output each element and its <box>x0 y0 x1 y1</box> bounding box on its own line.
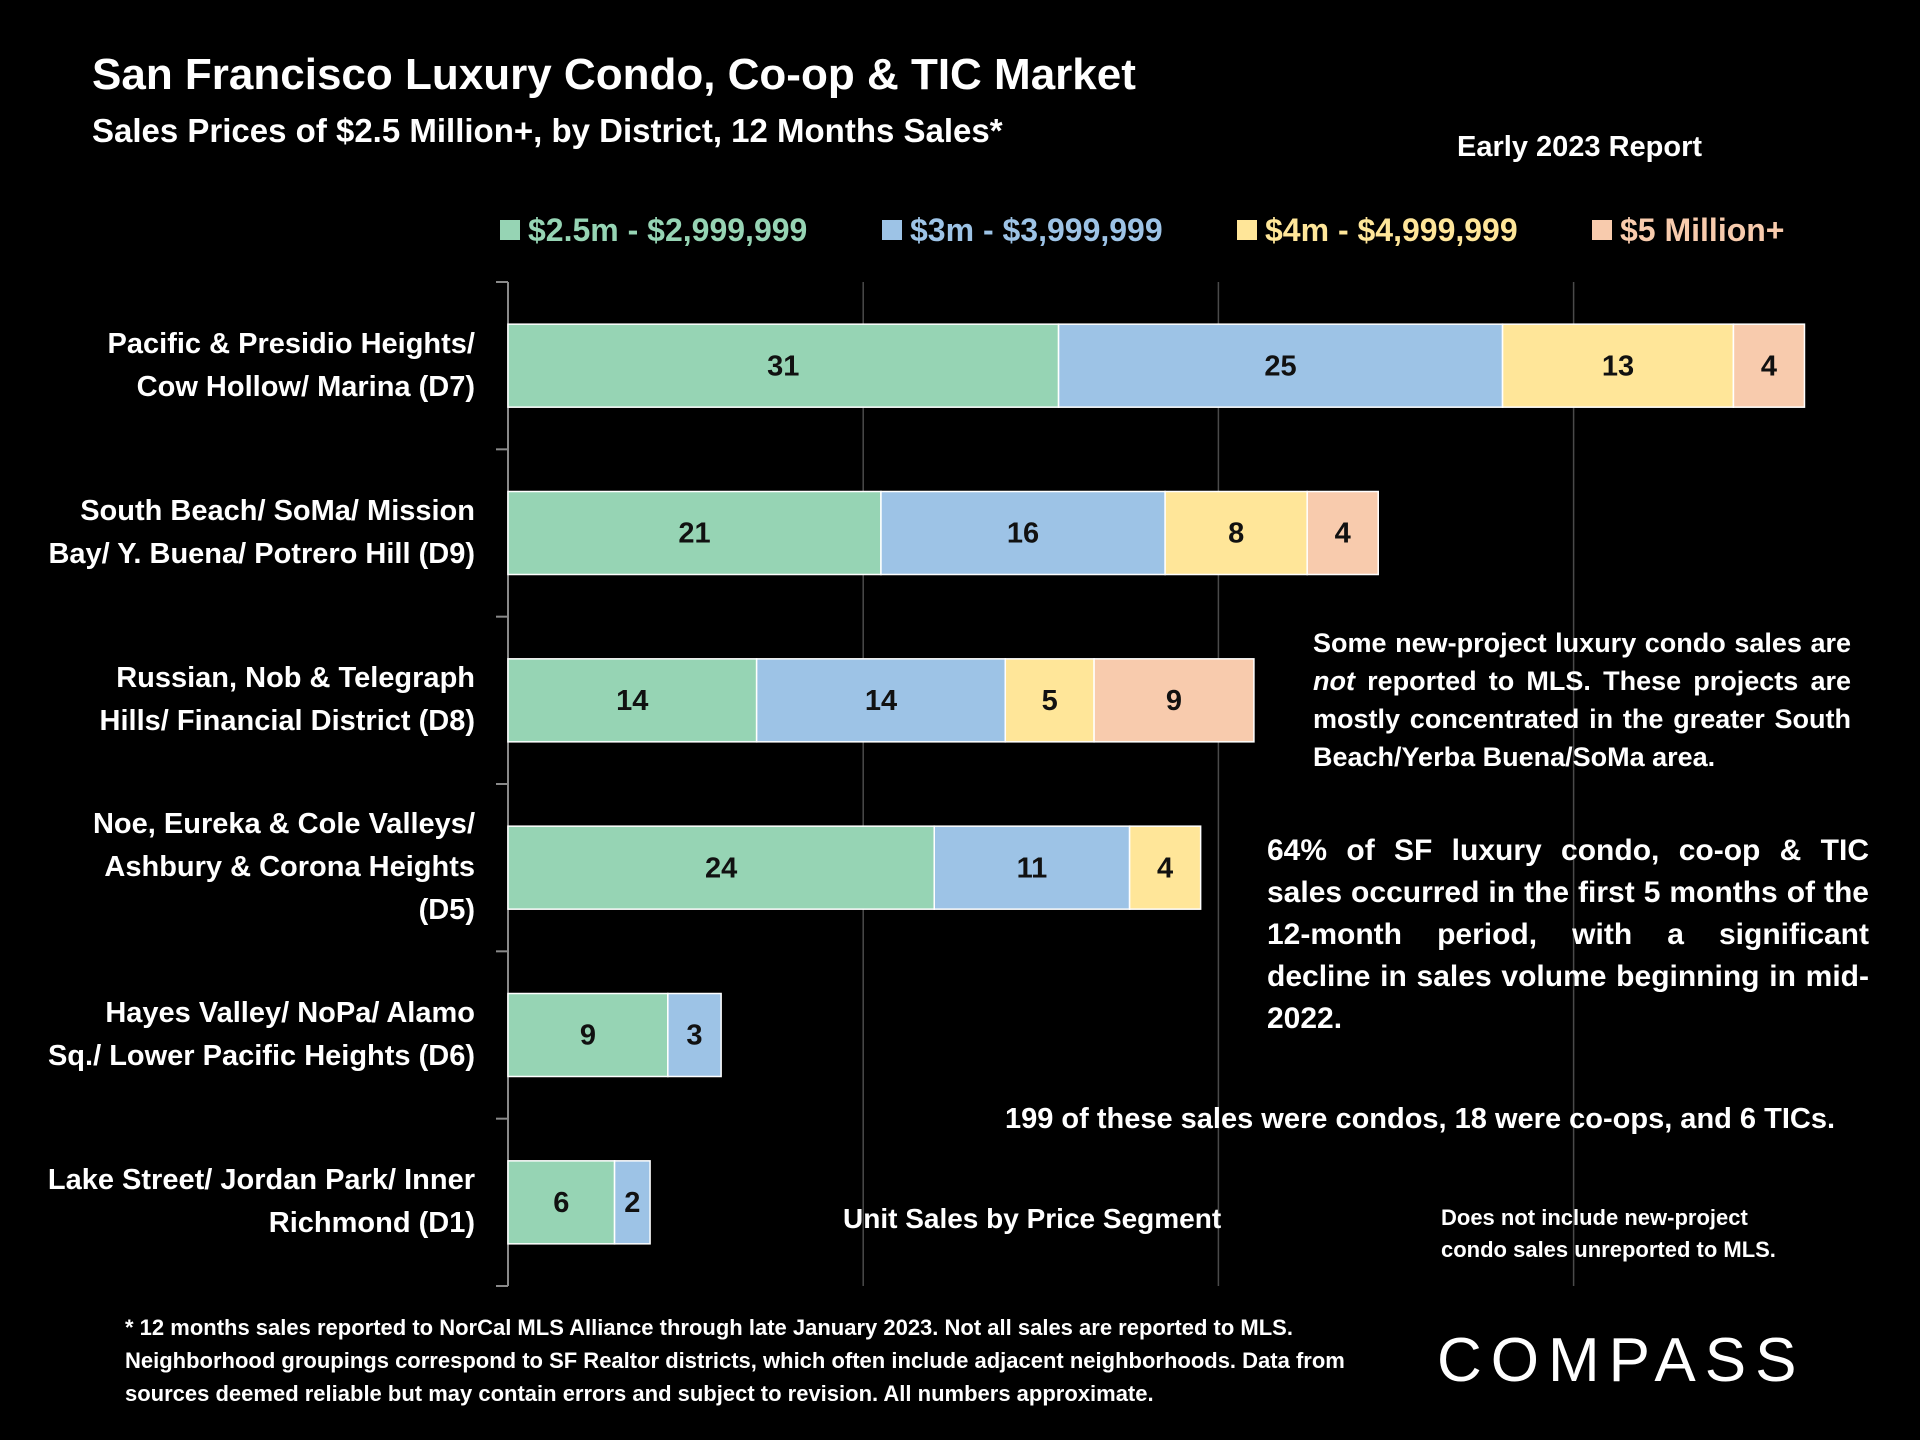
legend-label: $2.5m - $2,999,999 <box>528 211 808 248</box>
bar-segment <box>1164 490 1308 576</box>
bar-segment <box>1306 490 1379 576</box>
bar-segment <box>1732 323 1806 408</box>
note-types: 199 of these sales were condos, 18 were … <box>1004 1103 1836 1135</box>
legend-label: $5 Million+ <box>1620 211 1785 248</box>
legend-label: $3m - $3,999,999 <box>910 211 1163 248</box>
note-mls: Some new-project luxury condo sales are … <box>1313 624 1851 776</box>
legend: $2.5m - $2,999,999 $3m - $3,999,999 $4m - … <box>0 208 1920 252</box>
bar-segment <box>507 992 669 1078</box>
report-label: Early 2023 Report <box>1457 131 1703 163</box>
bar-segment <box>1004 658 1095 743</box>
legend-item: $4m - $4,999,999 <box>1237 208 1518 252</box>
bar-value-label: 14 <box>616 685 648 717</box>
bar-value-label: 14 <box>865 685 897 717</box>
legend-swatch <box>1592 220 1612 240</box>
bar-value-label: 25 <box>1264 350 1296 382</box>
bar-value-label: 3 <box>686 1020 702 1052</box>
legend-swatch <box>1237 220 1257 240</box>
bar-value-label: 24 <box>705 852 737 884</box>
note-text: reported to MLS. These projects are most… <box>1313 666 1851 772</box>
bar-segment <box>1501 323 1735 408</box>
bar-value-label: 21 <box>678 518 710 550</box>
chart-subtitle: Sales Prices of $2.5 Million+, by Distri… <box>92 112 1003 149</box>
bar-value-label: 5 <box>1042 685 1058 717</box>
bar-value-label: 4 <box>1157 852 1173 884</box>
note-text: Some new-project luxury condo sales are <box>1313 628 1851 658</box>
bar-value-label: 4 <box>1335 518 1351 550</box>
bar-segment <box>507 825 935 910</box>
bar-value-label: 2 <box>624 1187 640 1219</box>
category-label: Noe, Eureka & Cole Valleys/ Ashbury & Co… <box>92 808 475 927</box>
legend-item: $5 Million+ <box>1592 208 1784 252</box>
bar-segment <box>507 1160 616 1245</box>
category-label: Pacific & Presidio Heights/ Cow Hollow/ … <box>107 327 475 403</box>
legend-item: $3m - $3,999,999 <box>882 208 1163 252</box>
bar-value-label: 9 <box>580 1020 596 1052</box>
note-emphasis: not <box>1313 666 1355 696</box>
bar-value-label: 31 <box>767 350 799 382</box>
bar-segment <box>755 658 1007 743</box>
bar-segment <box>667 992 722 1078</box>
bar-segment <box>933 825 1131 910</box>
bar-segment <box>880 490 1166 576</box>
bar-value-label: 16 <box>1007 518 1039 550</box>
bar-segment <box>613 1160 651 1245</box>
bar-value-label: 11 <box>1017 852 1048 884</box>
legend-swatch <box>500 220 520 240</box>
bar-segment <box>507 490 882 576</box>
category-label: South Beach/ SoMa/ Mission Bay/ Y. Buena… <box>48 494 475 570</box>
bar-segment <box>1093 658 1255 743</box>
bar-value-label: 9 <box>1166 685 1182 717</box>
bar-value-label: 6 <box>553 1187 569 1219</box>
x-axis-label: Unit Sales by Price Segment <box>843 1203 1222 1234</box>
note-exclude: Does not include new-project condo sales… <box>1441 1205 1776 1262</box>
chart-title: San Francisco Luxury Condo, Co-op & TIC … <box>92 50 1136 99</box>
note-share: 64% of SF luxury condo, co-op & TIC sale… <box>1267 834 1869 1035</box>
bar-value-label: 8 <box>1228 518 1244 550</box>
bar-value-label: 4 <box>1761 350 1777 382</box>
category-label: Lake Street/ Jordan Park/ Inner Richmond… <box>47 1164 475 1240</box>
legend-item: $2.5m - $2,999,999 <box>500 208 807 252</box>
category-label: Russian, Nob & Telegraph Hills/ Financia… <box>99 662 475 738</box>
bar-segment <box>507 323 1060 408</box>
legend-label: $4m - $4,999,999 <box>1265 211 1518 248</box>
brand-logo: COMPASS <box>1437 1326 1806 1395</box>
bar-value-label: 13 <box>1602 350 1634 382</box>
legend-swatch <box>882 220 902 240</box>
footnote: * 12 months sales reported to NorCal MLS… <box>125 1315 1345 1406</box>
bar-segment <box>1128 825 1202 910</box>
category-label: Hayes Valley/ NoPa/ Alamo Sq./ Lower Pac… <box>47 996 475 1072</box>
